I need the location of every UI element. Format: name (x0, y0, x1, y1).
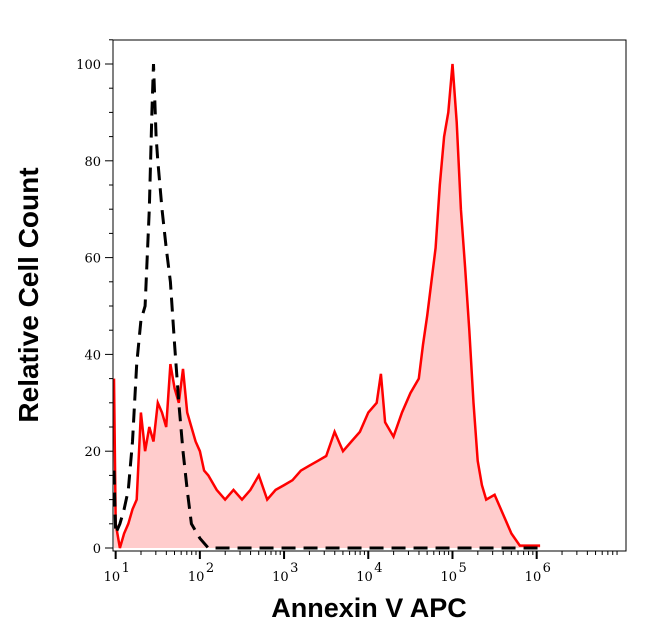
y-tick-label: 80 (84, 155, 101, 170)
y-tick-label: 0 (93, 542, 101, 557)
x-tick-label: 10 (525, 570, 542, 585)
x-tick-exponent: 2 (206, 561, 214, 576)
x-tick-label: 10 (272, 570, 289, 585)
x-tick-label: 10 (188, 570, 205, 585)
x-axis-label: Annexin V APC (271, 593, 467, 623)
x-tick-label: 10 (356, 570, 373, 585)
x-tick-label: 10 (440, 570, 457, 585)
y-axis-label: Relative Cell Count (13, 167, 44, 423)
x-tick-label: 10 (104, 570, 121, 585)
series-fill-area (113, 64, 541, 548)
x-tick-exponent: 5 (458, 561, 466, 576)
y-tick-label: 20 (84, 445, 101, 460)
x-tick-exponent: 6 (543, 561, 551, 576)
plot-frame (112, 39, 627, 552)
y-tick-label: 100 (76, 58, 101, 73)
x-tick-exponent: 3 (290, 561, 298, 576)
x-tick-exponent: 1 (122, 561, 130, 576)
series-line-red (112, 63, 541, 549)
series-line-dashed (112, 63, 541, 550)
y-tick-label: 40 (84, 348, 101, 363)
y-tick-label: 60 (84, 252, 101, 267)
x-tick-exponent: 4 (374, 561, 382, 576)
